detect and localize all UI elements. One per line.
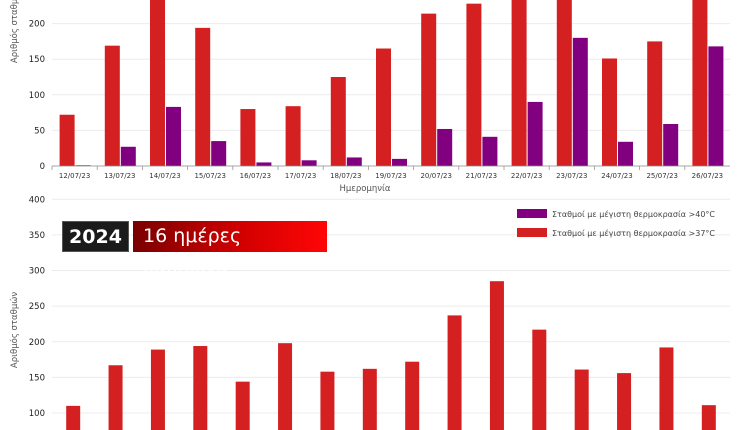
bar-40-15/07/23 xyxy=(211,141,227,166)
bar-40-14/07/23 xyxy=(166,106,181,166)
bar-40-22/07/23 xyxy=(527,101,543,166)
bottom-bar-37-2 xyxy=(108,365,123,430)
top-chart-bars xyxy=(59,0,724,167)
bar-37-14/07/23 xyxy=(150,0,165,166)
bottom-bar-37-9 xyxy=(405,361,420,430)
top-x-tick-label: 26/07/23 xyxy=(692,172,723,180)
bar-40-21/07/23 xyxy=(482,136,498,166)
top-x-tick-label: 17/07/23 xyxy=(285,172,316,180)
bar-40-13/07/23 xyxy=(120,146,136,166)
legend-swatch-37 xyxy=(517,228,547,237)
bar-37-21/07/23 xyxy=(466,3,482,166)
bar-40-24/07/23 xyxy=(618,141,633,166)
banner-heatwave-days: 16 ημέρες καύσωνα xyxy=(133,221,327,278)
bottom-bar-37-3 xyxy=(150,349,165,430)
top-x-tick-label: 22/07/23 xyxy=(511,172,542,180)
bottom-bar-37-14 xyxy=(617,373,632,430)
bar-40-17/07/23 xyxy=(301,160,317,166)
top-x-tick-label: 13/07/23 xyxy=(104,172,135,180)
bar-37-24/07/23 xyxy=(602,58,617,166)
bottom-bar-37-10 xyxy=(447,315,462,430)
bottom-y-tick-label: 350 xyxy=(29,231,45,241)
top-chart-y-axis-title: Αριθμός σταθμών xyxy=(9,0,20,63)
top-y-tick-label: 200 xyxy=(29,20,45,30)
bottom-bar-37-15 xyxy=(659,347,674,430)
bottom-bar-37-7 xyxy=(320,371,335,430)
bottom-bar-37-5 xyxy=(235,381,250,430)
bottom-bar-37-16 xyxy=(701,405,716,430)
bottom-chart-bars xyxy=(66,281,716,430)
top-x-tick-label: 14/07/23 xyxy=(149,172,180,180)
top-y-tick-label: 150 xyxy=(29,55,45,65)
bottom-y-tick-label: 400 xyxy=(29,195,45,205)
bar-37-25/07/23 xyxy=(647,41,663,166)
top-x-tick-label: 24/07/23 xyxy=(601,172,632,180)
top-x-tick-label: 21/07/23 xyxy=(466,172,497,180)
banner-year: 2024 xyxy=(62,221,129,252)
top-x-tick-label: 19/07/23 xyxy=(375,172,406,180)
bar-37-23/07/23 xyxy=(556,0,572,166)
top-x-tick-label: 12/07/23 xyxy=(59,172,90,180)
bar-37-20/07/23 xyxy=(421,13,437,166)
top-x-tick-label: 20/07/23 xyxy=(420,172,451,180)
legend-label-40: Σταθμοί με μέγιστη θερμοκρασία >40°C xyxy=(552,209,715,219)
legend-swatch-40 xyxy=(517,209,547,218)
bottom-bar-37-8 xyxy=(362,368,377,430)
top-y-tick-label: 0 xyxy=(40,162,45,172)
bar-37-16/07/23 xyxy=(240,109,256,166)
bar-37-17/07/23 xyxy=(285,106,301,166)
top-x-tick-label: 25/07/23 xyxy=(646,172,677,180)
bar-40-20/07/23 xyxy=(437,128,453,166)
bottom-bar-37-13 xyxy=(574,369,589,430)
bottom-bar-37-11 xyxy=(489,281,504,430)
bar-40-26/07/23 xyxy=(708,46,724,166)
bar-40-19/07/23 xyxy=(392,158,407,166)
bottom-y-tick-label: 250 xyxy=(29,302,45,312)
bar-37-12/07/23 xyxy=(59,114,75,166)
bottom-y-tick-label: 150 xyxy=(29,373,45,383)
top-x-tick-label: 23/07/23 xyxy=(556,172,587,180)
bar-40-18/07/23 xyxy=(346,157,362,166)
top-chart-x-axis-title: Ημερομηνία xyxy=(339,184,390,194)
bar-37-19/07/23 xyxy=(376,48,391,166)
top-x-tick-label: 15/07/23 xyxy=(194,172,225,180)
bar-37-13/07/23 xyxy=(104,45,120,167)
bottom-chart-y-axis-title: Αριθμός σταθμών xyxy=(9,292,20,368)
bar-40-25/07/23 xyxy=(663,123,679,166)
bottom-y-tick-label: 200 xyxy=(29,338,45,348)
bottom-chart-y-ticks: 100 150 200 250 300 350 400 xyxy=(29,195,45,419)
bar-37-22/07/23 xyxy=(511,0,527,167)
bar-37-26/07/23 xyxy=(692,0,708,167)
bottom-bar-37-1 xyxy=(66,405,81,430)
bottom-y-tick-label: 300 xyxy=(29,267,45,277)
top-y-tick-label: 100 xyxy=(29,91,45,101)
bottom-bar-37-4 xyxy=(193,346,208,430)
top-x-tick-label: 16/07/23 xyxy=(240,172,271,180)
top-chart-y-ticks: 0 50 100 150 200 xyxy=(29,20,45,172)
bar-40-16/07/23 xyxy=(256,162,272,166)
top-y-tick-label: 50 xyxy=(34,126,45,136)
bar-40-23/07/23 xyxy=(572,37,588,167)
bottom-chart-legend: Σταθμοί με μέγιστη θερμοκρασία >40°C Στα… xyxy=(517,209,715,238)
bottom-chart-gridlines xyxy=(52,198,730,414)
top-x-tick-label: 18/07/23 xyxy=(330,172,361,180)
bottom-bar-37-12 xyxy=(532,329,547,430)
legend-label-37: Σταθμοί με μέγιστη θερμοκρασία >37°C xyxy=(552,228,715,238)
bar-37-15/07/23 xyxy=(195,27,211,167)
bottom-bar-37-6 xyxy=(278,343,293,430)
bar-37-18/07/23 xyxy=(330,77,346,166)
bottom-y-tick-label: 100 xyxy=(29,409,45,419)
top-chart-x-ticks: 12/07/23 13/07/23 14/07/23 15/07/23 16/07/23… xyxy=(51,166,723,180)
